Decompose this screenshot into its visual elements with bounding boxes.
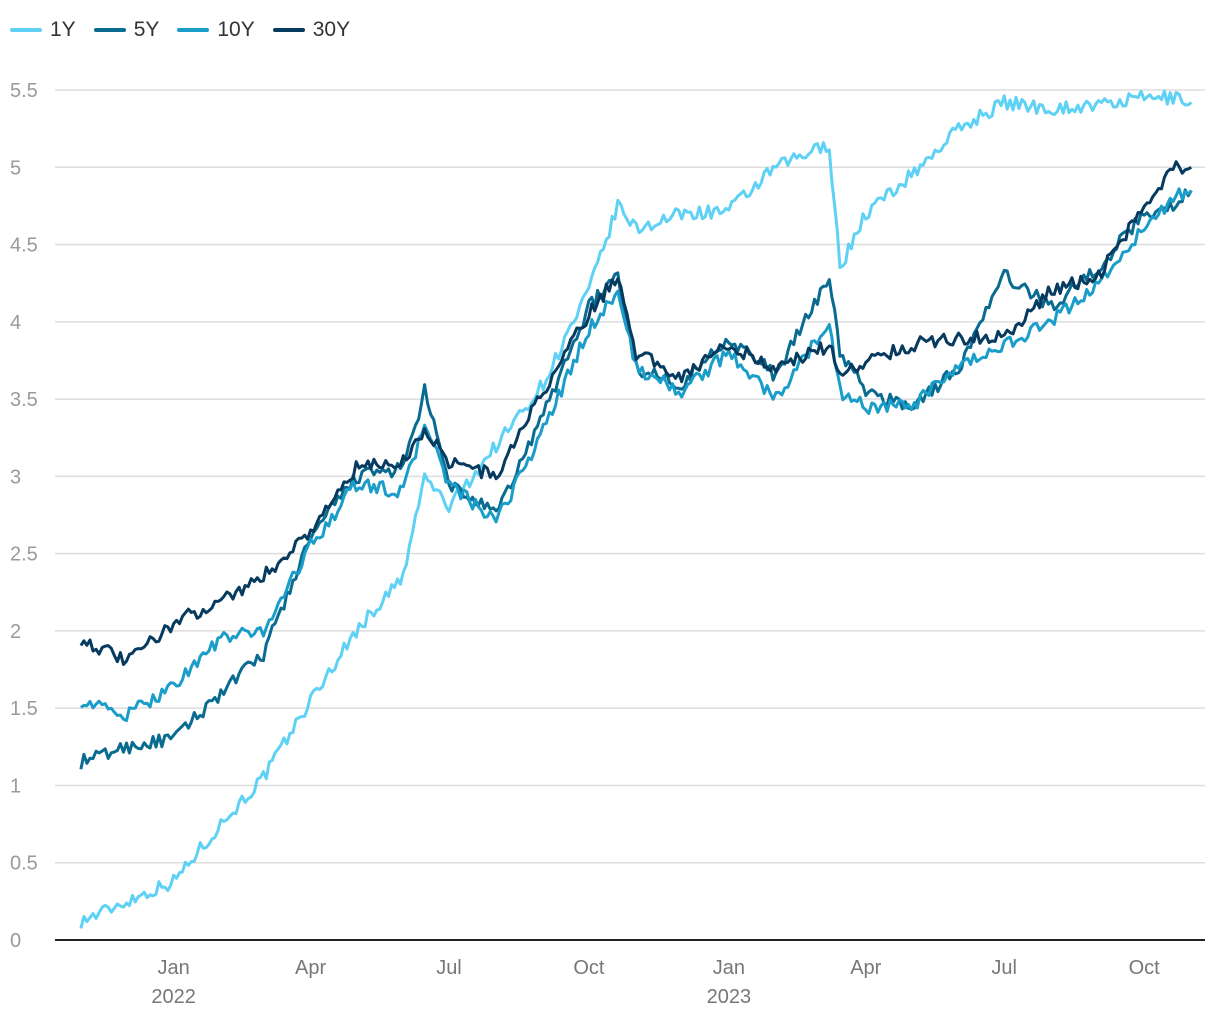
x-year-label-2022: 2022	[151, 986, 196, 1008]
x-tick-label-3: Oct	[573, 957, 605, 979]
y-tick-label-3.5: 3.5	[10, 389, 38, 411]
x-tick-label-7: Oct	[1129, 957, 1161, 979]
legend-swatch-30y	[272, 28, 305, 32]
x-tick-label-4: Jan	[713, 957, 745, 979]
x-tick-label-5: Apr	[850, 957, 881, 979]
y-tick-label-1: 1	[10, 775, 21, 797]
y-tick-label-3: 3	[10, 466, 21, 488]
legend-item-10y[interactable]: 10Y	[177, 18, 255, 42]
y-tick-label-2: 2	[10, 621, 21, 643]
legend-item-5y[interactable]: 5Y	[93, 18, 160, 42]
legend-label-30y: 30Y	[312, 18, 351, 41]
y-tick-label-1.5: 1.5	[10, 698, 38, 720]
y-tick-label-2.5: 2.5	[10, 544, 38, 566]
y-tick-label-0.5: 0.5	[10, 853, 38, 875]
y-tick-label-0: 0	[10, 930, 21, 952]
series-line-5y	[79, 188, 1193, 770]
x-tick-label-0: Jan	[158, 957, 190, 979]
x-tick-label-1: Apr	[295, 957, 326, 979]
x-year-label-2023: 2023	[707, 986, 752, 1008]
x-tick-label-6: Jul	[991, 957, 1017, 979]
y-tick-label-5.5: 5.5	[10, 80, 38, 102]
legend-swatch-10y	[177, 28, 210, 32]
y-tick-label-4.5: 4.5	[10, 235, 38, 257]
legend-item-30y[interactable]: 30Y	[272, 18, 351, 42]
legend-item-1y[interactable]: 1Y	[10, 18, 76, 42]
legend-label-5y: 5Y	[133, 18, 160, 41]
y-tick-label-4: 4	[10, 312, 21, 334]
y-tick-label-5: 5	[10, 157, 21, 179]
legend-swatch-1y	[10, 28, 42, 32]
legend-swatch-5y	[93, 28, 126, 32]
legend: 1Y 5Y 10Y 30Y	[10, 18, 368, 42]
series-line-10y	[80, 187, 1193, 723]
legend-label-10y: 10Y	[217, 18, 255, 41]
series-line-1y	[79, 89, 1193, 929]
series-line-30y	[79, 160, 1193, 666]
legend-label-1y: 1Y	[50, 18, 76, 41]
x-tick-label-2: Jul	[436, 957, 462, 979]
